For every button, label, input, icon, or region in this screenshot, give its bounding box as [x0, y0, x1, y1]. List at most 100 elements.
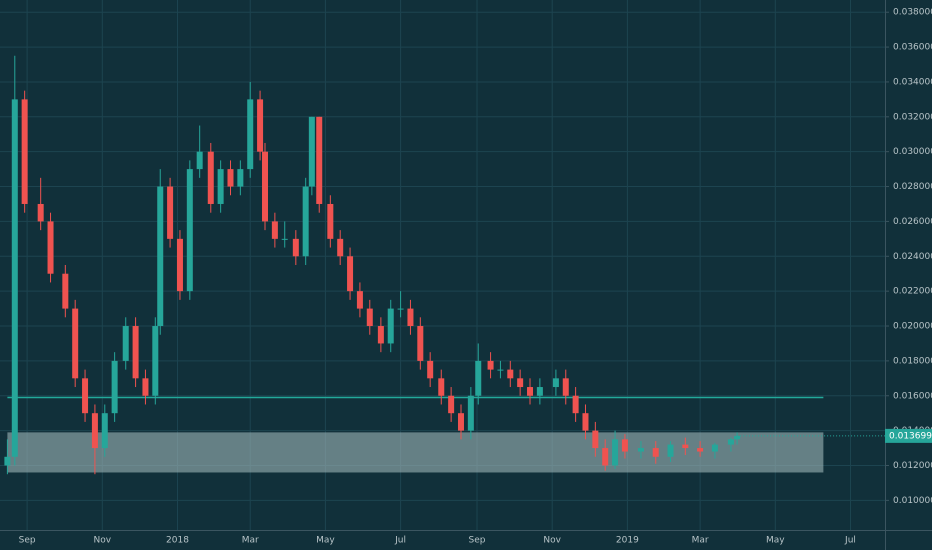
candle-body	[467, 395, 474, 431]
candle-body	[387, 308, 394, 344]
candle-body	[237, 169, 244, 187]
x-tick-label: Sep	[469, 536, 486, 546]
candle-body	[82, 378, 89, 414]
candle-body	[207, 151, 214, 204]
candle-body	[457, 413, 464, 431]
candle-body	[101, 413, 108, 449]
candle-body	[327, 203, 334, 239]
x-tick-label: Mar	[242, 536, 259, 546]
candle-body	[196, 151, 203, 170]
x-tick-label: Sep	[19, 536, 36, 546]
candle-body	[316, 116, 323, 204]
y-tick-label: 0.036000	[893, 43, 932, 53]
candle-body	[366, 308, 373, 327]
candle-body	[186, 169, 193, 292]
candle-body	[227, 169, 234, 187]
candle-body	[497, 369, 504, 371]
candle-body	[308, 116, 315, 187]
candle-body	[4, 456, 11, 466]
x-tick-label: 2019	[616, 536, 639, 546]
candle-body	[667, 444, 674, 457]
candle-body	[337, 238, 344, 257]
candle-body	[407, 308, 414, 327]
candle-body	[142, 378, 149, 396]
last-price-label: 0.013699	[889, 431, 932, 441]
candle-body	[527, 387, 534, 396]
x-tick-label: Jul	[844, 536, 856, 546]
candle-body	[122, 326, 129, 361]
candle-body	[697, 448, 704, 452]
candle-body	[157, 186, 164, 327]
x-tick-label: Mar	[692, 536, 709, 546]
y-tick-label: 0.022000	[893, 287, 932, 297]
candle-body	[72, 308, 79, 379]
candle-body	[152, 326, 159, 396]
y-tick-label: 0.026000	[893, 217, 932, 227]
candle-body	[507, 369, 514, 379]
candle-body	[167, 186, 174, 239]
candle-body	[438, 378, 445, 396]
y-tick-label: 0.024000	[893, 252, 932, 262]
candle-body	[487, 360, 494, 370]
candle-body	[262, 151, 269, 222]
y-tick-label: 0.038000	[893, 8, 932, 18]
candle-body	[652, 448, 659, 457]
x-tick-label: Nov	[543, 536, 561, 546]
candle-body	[132, 326, 139, 379]
last-price-box	[885, 428, 932, 443]
zone	[7, 432, 824, 473]
candle-body	[448, 395, 455, 414]
candle-body	[711, 444, 718, 452]
candle-body	[21, 99, 28, 204]
candle-body	[281, 238, 288, 240]
candle-body	[176, 238, 183, 292]
candle-body	[111, 360, 118, 414]
candle-body	[602, 448, 609, 466]
y-tick-label: 0.028000	[893, 182, 932, 192]
candle-body	[271, 221, 278, 239]
x-tick-label: Nov	[94, 536, 112, 546]
y-tick-label: 0.018000	[893, 356, 932, 366]
candle-body	[302, 186, 309, 257]
candle-body	[517, 378, 524, 388]
y-tick-label: 0.030000	[893, 147, 932, 157]
candle-body	[47, 221, 54, 274]
candle-body	[582, 413, 589, 431]
y-tick-label: 0.020000	[893, 322, 932, 332]
candle-body	[257, 99, 264, 152]
candle-body	[562, 378, 569, 396]
candle-body	[37, 203, 44, 222]
candle-body	[417, 326, 424, 361]
y-tick-label: 0.032000	[893, 112, 932, 122]
x-tick-label: May	[766, 536, 785, 546]
candle-body	[572, 395, 579, 414]
candle-body	[292, 238, 299, 257]
candle-body	[427, 360, 434, 379]
candle-body	[397, 308, 404, 310]
candle-body	[592, 430, 599, 449]
candle-body	[536, 387, 543, 396]
candle-body	[621, 439, 628, 452]
candle-body	[637, 448, 644, 452]
candle-body	[347, 256, 354, 292]
candle-body	[612, 439, 619, 466]
candle-body	[356, 291, 363, 309]
candle-body	[377, 326, 384, 344]
y-tick-label: 0.016000	[893, 391, 932, 401]
candle-body	[734, 435, 741, 440]
candle-body	[552, 378, 559, 388]
x-tick-label: Jul	[394, 536, 406, 546]
candle-body	[247, 99, 254, 170]
y-tick-label: 0.012000	[893, 461, 932, 471]
candle-body	[727, 439, 734, 445]
candle-body	[62, 273, 69, 309]
x-tick-label: 2018	[166, 536, 189, 546]
candle-body	[682, 444, 689, 449]
candle-body	[475, 360, 482, 396]
y-tick-label: 0.010000	[893, 496, 932, 506]
candle-body	[91, 413, 98, 449]
candle-body	[217, 169, 224, 204]
y-tick-label: 0.034000	[893, 77, 932, 87]
candle-body	[11, 99, 18, 457]
